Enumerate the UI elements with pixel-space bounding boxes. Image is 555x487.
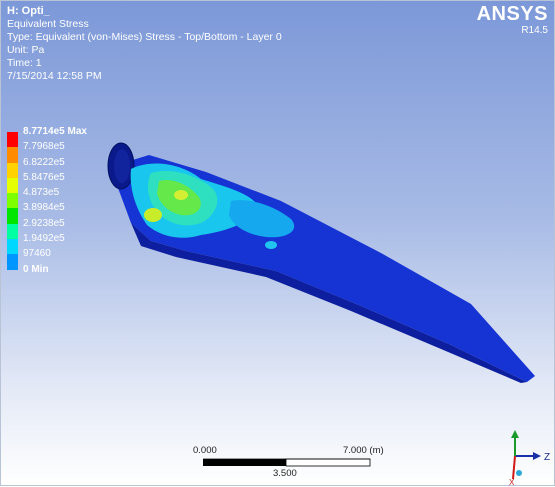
blade-lower-edge bbox=[131, 223, 527, 383]
legend-label: 5.8476e5 bbox=[23, 171, 65, 183]
result-unit: Unit: Pa bbox=[7, 44, 45, 56]
scale-left-label: 0.000 bbox=[193, 445, 217, 456]
result-time: Time: 1 bbox=[7, 57, 42, 69]
legend-color-swatch bbox=[7, 147, 18, 163]
legend-label: 3.8984e5 bbox=[23, 202, 65, 214]
stress-zone-yellow-2 bbox=[174, 190, 188, 200]
model-title: H: Opti_ bbox=[7, 5, 50, 17]
result-name: Equivalent Stress bbox=[7, 18, 89, 30]
legend-label: 1.9492e5 bbox=[23, 233, 65, 245]
scale-mid-label: 3.500 bbox=[273, 468, 297, 479]
ansys-version: R14.5 bbox=[521, 25, 548, 36]
scale-right-label: 7.000 (m) bbox=[343, 445, 384, 456]
triad-x-axis bbox=[512, 455, 516, 480]
legend-label: 6.8222e5 bbox=[23, 156, 65, 168]
scale-bar-left bbox=[203, 459, 286, 466]
blade-root-inner bbox=[114, 149, 130, 183]
triad-z-label: Z bbox=[544, 452, 551, 463]
legend-label: 2.9238e5 bbox=[23, 217, 65, 229]
legend-color-swatch bbox=[7, 162, 18, 178]
triad-y-arrow bbox=[511, 430, 519, 438]
legend-label: 7.7968e5 bbox=[23, 141, 65, 153]
legend-color-swatch bbox=[7, 132, 18, 148]
triad-x-label: X bbox=[509, 478, 515, 487]
legend-label: 8.7714e5 Max bbox=[23, 126, 87, 137]
legend-color-swatch bbox=[7, 223, 18, 240]
legend-color-swatch bbox=[7, 208, 18, 224]
stress-zone-spot bbox=[265, 241, 277, 249]
result-type: Type: Equivalent (von-Mises) Stress - To… bbox=[7, 31, 282, 43]
legend-color-swatch bbox=[7, 239, 18, 255]
result-timestamp: 7/15/2014 12:58 PM bbox=[7, 70, 102, 82]
legend-color-swatch bbox=[7, 254, 18, 270]
triad-z-arrow bbox=[533, 452, 541, 460]
stress-zone-yellow bbox=[144, 208, 162, 222]
legend-label: 4.873e5 bbox=[23, 187, 60, 199]
stress-zone-light-blue bbox=[229, 200, 295, 238]
triad-origin-marker bbox=[516, 470, 522, 476]
legend-color-swatch bbox=[7, 177, 18, 194]
ansys-wordmark: ANSYS bbox=[476, 3, 548, 25]
legend-color-swatch bbox=[7, 193, 18, 209]
result-info-block: H: Opti_ Equivalent Stress Type: Equival… bbox=[7, 5, 282, 83]
ansys-logo: ANSYS R14.5 bbox=[477, 3, 548, 37]
legend-label: 0 Min bbox=[23, 263, 49, 275]
legend-label: 97460 bbox=[23, 248, 51, 260]
